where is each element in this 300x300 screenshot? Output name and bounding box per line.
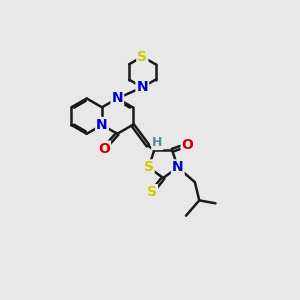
Text: N: N (172, 160, 184, 174)
Text: H: H (152, 136, 163, 149)
Text: N: N (136, 80, 148, 94)
Text: O: O (98, 142, 110, 155)
Text: N: N (96, 118, 108, 132)
Text: O: O (182, 138, 194, 152)
Text: S: S (144, 160, 154, 174)
Text: N: N (112, 92, 123, 106)
Text: S: S (137, 50, 147, 64)
Text: S: S (147, 185, 157, 199)
